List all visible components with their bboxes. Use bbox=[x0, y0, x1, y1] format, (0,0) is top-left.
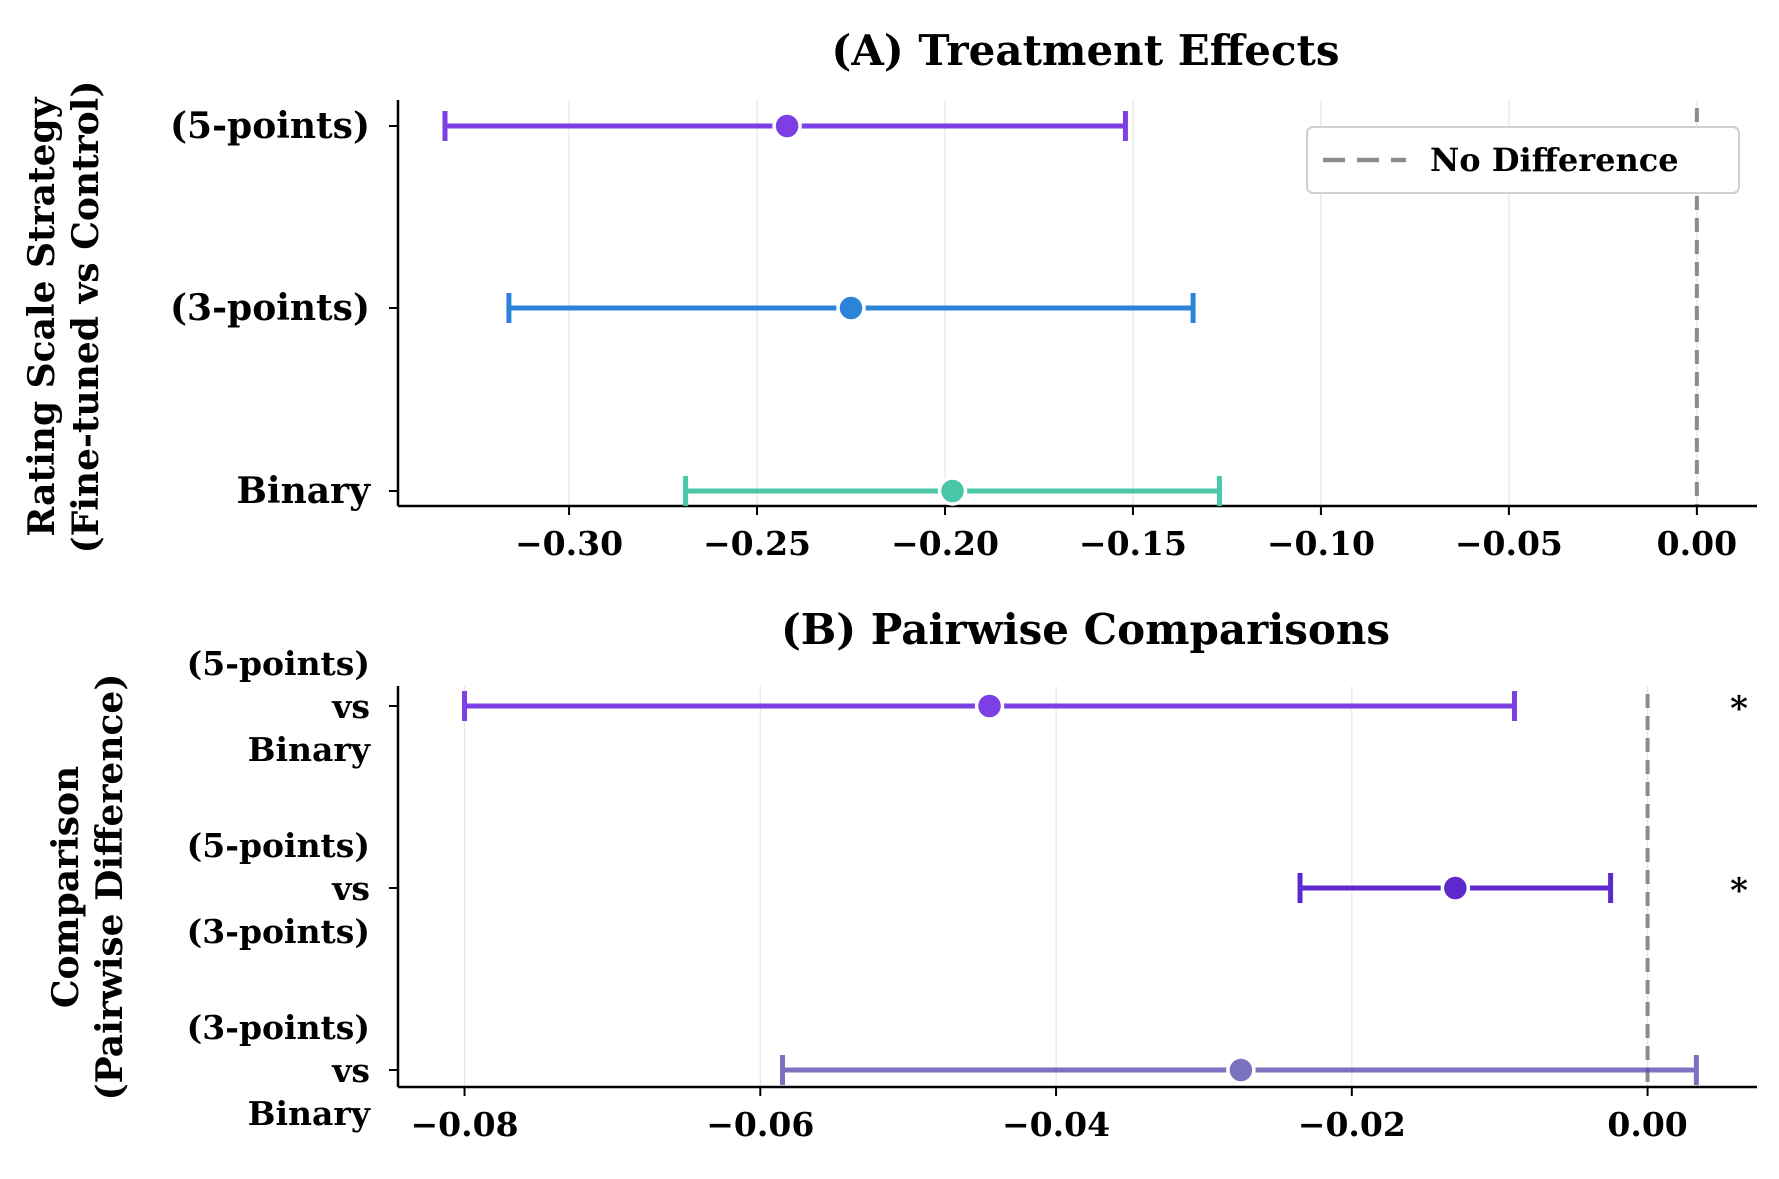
y-axis-label-line: (Fine-tuned vs Control) bbox=[65, 81, 107, 554]
y-tick-label-1-0: (5-points) bbox=[187, 826, 370, 865]
y-tick-label-2-0: (3-points) bbox=[187, 1008, 370, 1047]
y-tick-label-1-2: (3-points) bbox=[187, 912, 370, 951]
legend-frame bbox=[1306, 126, 1740, 194]
chart-title: (B) Pairwise Comparisons bbox=[781, 605, 1390, 654]
y-tick-label-0-2: Binary bbox=[248, 730, 371, 769]
series-2 bbox=[779, 1055, 1699, 1085]
series-0 bbox=[442, 111, 1128, 141]
panel-b-pairwise-comparisons: −0.08 −0.06 −0.04 −0.02 0.00 (B) Pairwise Com… bbox=[45, 605, 1757, 1144]
y-tick-label-2-2: Binary bbox=[248, 1094, 371, 1133]
legend-label-no-difference: No Difference bbox=[1430, 141, 1679, 179]
point-estimate-1 bbox=[836, 293, 866, 323]
y-axis-label: Rating Scale Strategy(Fine-tuned vs Cont… bbox=[21, 81, 107, 554]
y-tick-label-1-1: vs bbox=[331, 869, 370, 908]
x-tick-label-0: −0.08 bbox=[411, 1105, 519, 1144]
series-1 bbox=[506, 293, 1196, 323]
x-tick-label-4: 0.00 bbox=[1607, 1105, 1687, 1144]
point-estimate-0 bbox=[974, 691, 1005, 721]
y-tick-label-1-0: (3-points) bbox=[170, 287, 370, 329]
x-tick-label-1: −0.25 bbox=[703, 524, 811, 563]
y-tick-label-2-0: Binary bbox=[237, 470, 372, 512]
panel-a-treatment-effects: −0.30 −0.25 −0.20 −0.15 −0.10 −0.05 0.00 (A) Tr… bbox=[21, 26, 1757, 563]
y-axis-label-line: (Pairwise Difference) bbox=[89, 674, 131, 1101]
point-estimate-2 bbox=[1226, 1055, 1256, 1085]
x-tick-label-5: −0.05 bbox=[1455, 524, 1563, 563]
point-estimate-2 bbox=[937, 476, 968, 506]
x-tick-label-2: −0.20 bbox=[891, 524, 999, 563]
x-tick-label-0: −0.30 bbox=[515, 524, 623, 563]
x-tick-label-1: −0.06 bbox=[706, 1105, 814, 1144]
significance-marker-0: * bbox=[1730, 689, 1748, 729]
x-tick-label-3: −0.02 bbox=[1298, 1105, 1406, 1144]
y-axis-label-line: Comparison bbox=[45, 766, 87, 1008]
x-tick-label-2: −0.04 bbox=[1002, 1105, 1110, 1144]
y-tick-label-2-1: vs bbox=[331, 1051, 370, 1090]
legend: No Difference bbox=[1306, 126, 1740, 194]
y-tick-label-0-0: (5-points) bbox=[187, 644, 370, 683]
y-tick-label-0-1: vs bbox=[331, 687, 370, 726]
y-axis-label: Comparison(Pairwise Difference) bbox=[45, 674, 131, 1101]
significance-marker-1: * bbox=[1730, 871, 1748, 911]
y-axis-label-line: Rating Scale Strategy bbox=[21, 96, 63, 536]
y-tick-label-0-0: (5-points) bbox=[170, 105, 370, 147]
point-estimate-0 bbox=[772, 111, 802, 141]
series-1 bbox=[1297, 873, 1614, 903]
x-tick-label-6: 0.00 bbox=[1657, 524, 1737, 563]
series-2 bbox=[683, 476, 1222, 506]
x-tick-label-4: −0.10 bbox=[1267, 524, 1375, 563]
series-0 bbox=[462, 691, 1517, 721]
chart-title: (A) Treatment Effects bbox=[831, 26, 1339, 75]
point-estimate-1 bbox=[1440, 873, 1471, 903]
x-tick-label-3: −0.15 bbox=[1079, 524, 1187, 563]
